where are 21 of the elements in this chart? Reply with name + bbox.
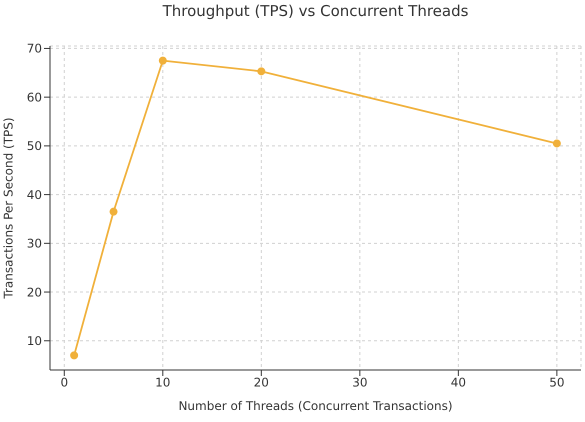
y-tick-label: 50 [26, 139, 42, 154]
x-tick-label: 20 [254, 376, 269, 390]
point [158, 56, 167, 65]
y-tick-label: 30 [26, 236, 42, 251]
y-tick-label: 10 [26, 334, 42, 348]
point [552, 139, 561, 148]
x-tick-label: 30 [352, 376, 368, 390]
x-axis-title: Number of Threads (Concurrent Transactions) [178, 399, 453, 413]
x-tick-label: 40 [450, 376, 466, 390]
y-axis-title: Transactions Per Second (TPS) [1, 117, 16, 300]
point [257, 67, 266, 76]
y-tick-label: 20 [26, 285, 42, 300]
y-tick-label: 40 [26, 188, 42, 202]
y-tick-label: 70 [26, 42, 42, 56]
x-tick-label: 10 [155, 376, 170, 390]
point [70, 351, 78, 360]
x-tick-label: 50 [549, 376, 565, 390]
x-tick-label: 0 [60, 376, 68, 390]
chart-title: Throughput (TPS) vs Concurrent Threads [162, 2, 470, 20]
y-tick-label: 60 [26, 90, 42, 104]
point [110, 208, 118, 216]
